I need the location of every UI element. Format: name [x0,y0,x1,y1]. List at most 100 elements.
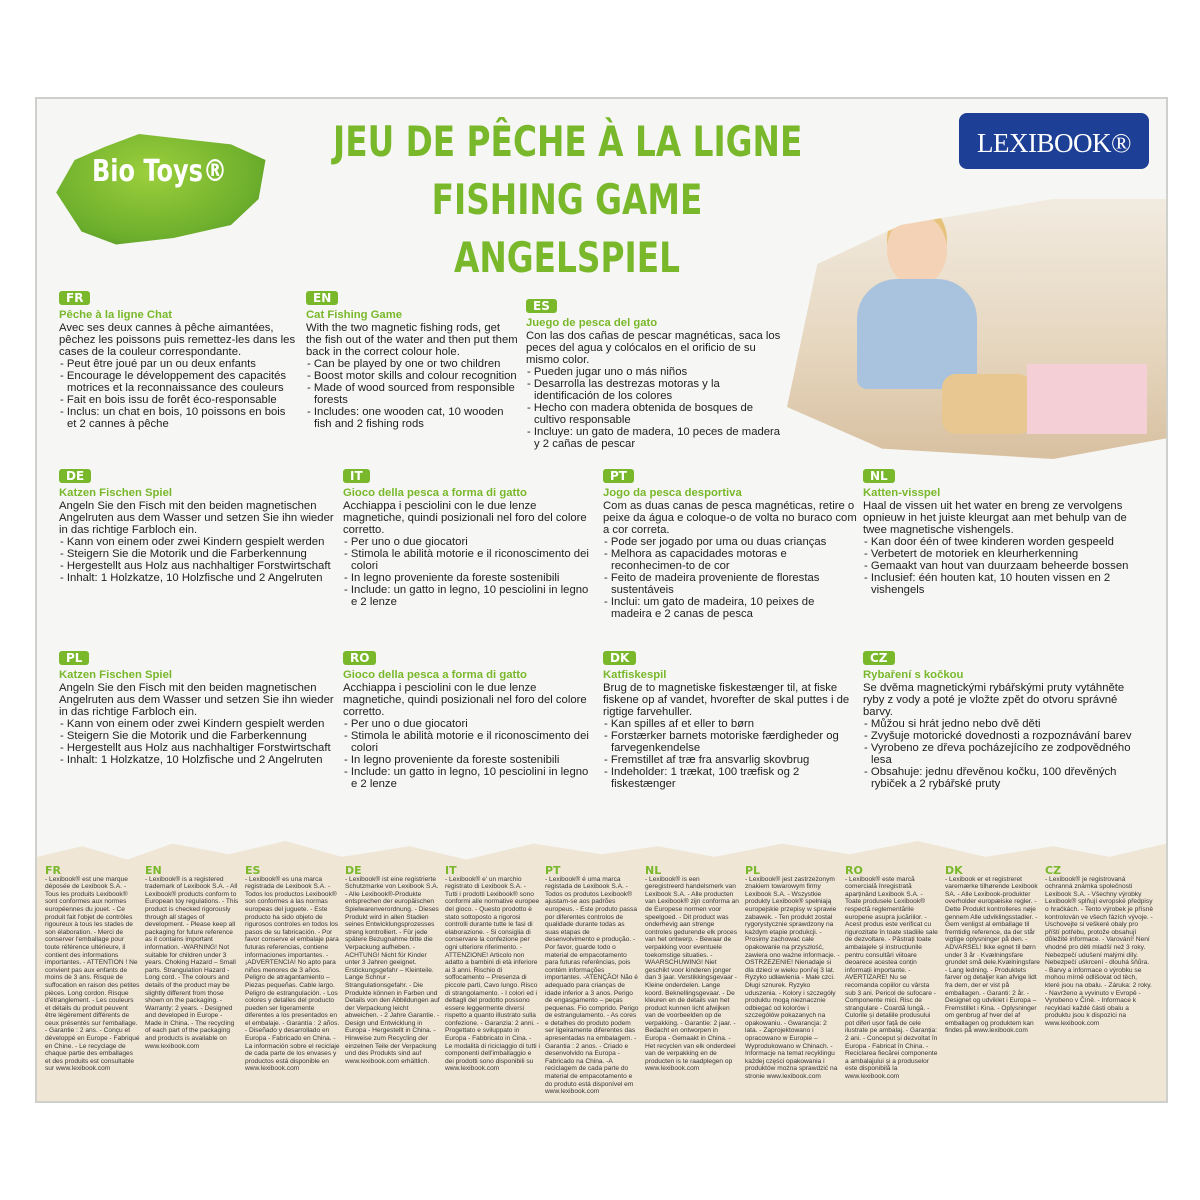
feature-item: - Includes: one wooden cat, 10 wooden fi… [307,406,504,430]
fine-print-language: CZ [1045,864,1062,877]
feature-item: - Feito de madeira proveniente de flores… [604,572,820,596]
fine-print-text: - Lexibook® est une marque déposée de Le… [45,875,140,1073]
feature-item: - Peut être joué par un ou deux enfants [60,358,256,370]
section-title: Gioco della pesca a forma di gatto [343,669,527,681]
fine-print-es: ES - Lexibook® es una marca registrada de… [245,864,340,1073]
fine-print-language: IT [445,864,457,877]
language-badge: DE [59,469,92,483]
feature-item: - Pode ser jogado por uma ou duas crianç… [604,536,827,548]
feature-item: - Hergestellt aus Holz aus nachhaltiger … [60,742,331,754]
fine-print-fr: FR - Lexibook® est une marque déposée de … [45,864,140,1073]
feature-item: - Fait en bois issu de forêt éco-respons… [60,394,277,406]
section-title: Juego de pesca del gato [526,317,658,329]
feature-item: - Inhalt: 1 Holzkatze, 10 Holzfische und… [60,754,323,766]
feature-item: - In legno proveniente da foreste sosten… [344,754,560,766]
language-badge: NL [863,469,895,483]
language-badge: EN [306,291,339,305]
fine-print-language: DE [345,864,362,877]
feature-item: - Verbetert de motoriek en kleurherkenni… [864,548,1079,560]
feature-item: - Hergestellt aus Holz aus nachhaltiger … [60,560,331,572]
section-title: Katten-visspel [863,487,941,499]
fine-print-dk: DK - Lexibook er et registreret varemærke… [945,864,1040,1035]
feature-item: - Melhora as capacidades motoras e recon… [604,548,787,572]
fine-print-pt: PT - Lexibook® é uma marca registada de L… [545,865,640,1096]
fine-print-nl: NL - Lexibook® is een geregistreerd hande… [645,864,740,1073]
fine-print-pl: PL - Lexibook® jest zastrzeżonym znakiem … [745,864,840,1081]
language-badge: RO [343,651,377,665]
section-it: IT Gioco della pesca a forma di gatto Ac… [343,469,597,608]
feature-item: - In legno proveniente da foreste sosten… [344,572,560,584]
section-en: EN Cat Fishing Game With the two magneti… [306,291,518,430]
feature-item: - Per uno o due giocatori [344,536,468,548]
language-badge: PL [59,651,90,665]
language-badge: DK [603,651,637,665]
fine-print-language: DK [945,864,963,877]
section-title: Pêche à la ligne Chat [59,309,173,321]
feature-item: - Kan spilles af et eller to børn [604,718,755,730]
feature-item: - Made of wood sourced from responsible … [307,382,515,406]
fine-print-text: - Lexibook® este marcă comercială înregi… [845,875,938,1081]
feature-item: - Inclui: um gato de madeira, 10 peixes … [604,596,815,620]
section-intro: Acchiappa i pesciolini con le due lenze … [343,682,587,718]
child-photo-body [857,279,977,389]
feature-item: - Incluye: un gato de madera, 10 peces d… [527,426,781,450]
section-title: Katzen Fischen Spiel [59,669,172,681]
fine-print-text: - Lexibook® is a registered trademark of… [145,875,239,1050]
section-intro: Haal de vissen uit het water en breng ze… [863,500,1127,536]
biotoys-logo: Bio Toys® [92,154,227,189]
child-photo-head [887,214,947,286]
fine-print-text: - Lexibook® es una marca registrada de L… [245,875,340,1073]
section-intro: Angeln Sie den Fisch mit den beiden magn… [59,682,334,718]
fine-print-cz: CZ - Lexibook® je registrovaná ochranná z… [1045,864,1153,1027]
section-pt: PT Jogo da pesca desportiva Com as duas … [603,469,857,620]
fine-print-text: - Lexibook er et registreret varemærke t… [945,875,1040,1035]
feature-item: - Can be played by one or two children [307,358,501,370]
fine-print-text: - Lexibook® jest zastrzeżonym znakiem to… [745,875,840,1081]
fine-print-text: - Lexibook® ist eine registrierte Schutz… [345,875,440,1065]
section-title: Katfiskespil [603,669,667,681]
fine-print-language: ES [245,864,261,877]
section-title: Katzen Fischen Spiel [59,487,172,499]
fine-print-language: NL [645,864,662,877]
feature-item: - Hecho con madera obtenida de bosques d… [527,402,754,426]
language-badge: FR [59,291,91,305]
feature-item: - Stimola le abilità motorie e il ricono… [344,730,589,754]
feature-item: - Per uno o due giocatori [344,718,468,730]
language-badge: IT [343,469,370,483]
feature-item: - Steigern Sie die Motorik und die Farbe… [60,730,307,742]
section-nl: NL Katten-visspel Haal de vissen uit het… [863,469,1148,596]
feature-item: - Pueden jugar uno o más niños [527,366,688,378]
feature-item: - Encourage le développement des capacit… [60,370,287,394]
feature-item: - Můžou si hrát jedno nebo dvě děti [864,718,1041,730]
fine-print-panel [37,841,1166,1101]
feature-item: - Inclus: un chat en bois, 10 poissons e… [60,406,286,430]
package-back-panel: Bio Toys® JEU DE PÊCHE À LA LIGNE FISHIN… [35,97,1168,1103]
fine-print-ro: RO - Lexibook® este marcă comercială înre… [845,864,940,1081]
section-intro: Se dvěma magnetickými rybářskými pruty v… [863,682,1125,718]
feature-item: - Boost motor skills and colour recognit… [307,370,517,382]
section-es: ES Juego de pesca del gato Con las dos c… [526,299,781,450]
fine-print-language: PL [745,864,761,877]
fine-print-language: FR [45,864,61,877]
language-badge: ES [526,299,557,313]
feature-item: - Vyrobeno ze dřeva pocházejícího ze zod… [864,742,1131,766]
lexibook-logo: LEXIBOOK® [959,113,1149,169]
section-title: Jogo da pesca desportiva [603,487,742,499]
section-title: Rybaření s kočkou [863,669,964,681]
fine-print-text: - Lexibook® je registrovaná ochranná zná… [1045,875,1153,1027]
product-title: JEU DE PÊCHE À LA LIGNE FISHING GAME ANG… [267,113,867,287]
section-title: Cat Fishing Game [306,309,403,321]
fine-print-language: RO [845,864,863,877]
feature-item: - Desarrolla las destrezas motoras y la … [527,378,720,402]
fine-print-de: DE - Lexibook® ist eine registrierte Schu… [345,864,440,1065]
title-de: ANGELSPIEL [454,233,680,282]
language-badge: CZ [863,651,895,665]
fine-print-it: IT - Lexibook® e' un marchio registrato d… [445,864,540,1073]
fine-print-text: - Lexibook® is een geregistreerd handels… [645,875,739,1073]
section-intro: Avec ses deux cannes à pêche aimantées, … [59,322,296,358]
feature-item: - Kan door één of twee kinderen worden g… [864,536,1114,548]
feature-item: - Inhalt: 1 Holzkatze, 10 Holzfische und… [60,572,323,584]
feature-item: - Stimola le abilità motorie e il ricono… [344,548,589,572]
fine-print-en: EN - Lexibook® is a registered trademark … [145,865,240,1050]
section-dk: DK Katfiskespil Brug de to magnetiske fi… [603,651,857,790]
